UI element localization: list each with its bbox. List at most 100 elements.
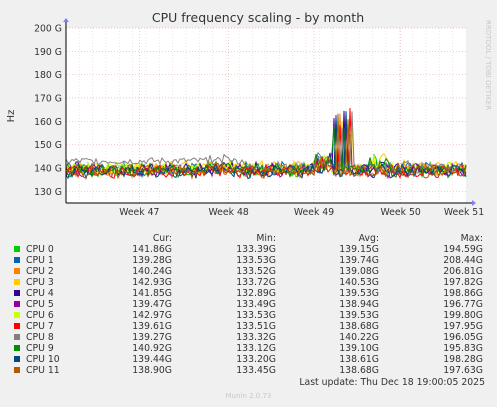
legend-row: CPU 8 139.27G 133.32G 140.22G 196.05G xyxy=(0,332,497,343)
legend-row: CPU 10 139.44G 133.20G 138.61G 198.28G xyxy=(0,354,497,365)
legend-cur-value: 142.93G xyxy=(132,277,172,288)
legend-header-cur: Cur: xyxy=(152,233,172,244)
legend-max-value: 194.59G xyxy=(443,244,483,255)
chart-title: CPU frequency scaling - by month xyxy=(152,10,364,25)
legend-min-value: 133.12G xyxy=(236,343,276,354)
legend-series-name: CPU 9 xyxy=(26,343,54,354)
legend-min-value: 132.89G xyxy=(236,288,276,299)
legend-row: CPU 11 138.90G 133.45G 138.68G 197.63G xyxy=(0,365,497,376)
legend-max-value: 196.77G xyxy=(443,299,483,310)
legend-cur-value: 140.24G xyxy=(132,266,172,277)
legend-row: CPU 3 142.93G 133.72G 140.53G 197.82G xyxy=(0,277,497,288)
legend-max-value: 198.28G xyxy=(443,354,483,365)
legend-row: CPU 5 139.47G 133.49G 138.94G 196.77G xyxy=(0,299,497,310)
legend-min-value: 133.53G xyxy=(236,255,276,266)
x-tick-label: Week 49 xyxy=(294,207,334,218)
legend-avg-value: 138.68G xyxy=(339,365,379,376)
legend-max-value: 206.81G xyxy=(443,266,483,277)
legend-swatch xyxy=(14,268,20,274)
legend-series-name: CPU 5 xyxy=(26,299,54,310)
legend-series-name: CPU 6 xyxy=(26,310,54,321)
legend-series-name: CPU 0 xyxy=(26,244,54,255)
series-lines xyxy=(65,108,467,181)
legend-cur-value: 139.61G xyxy=(132,321,172,332)
legend-swatch xyxy=(14,356,20,362)
legend-min-value: 133.20G xyxy=(236,354,276,365)
legend-series-name: CPU 10 xyxy=(26,354,60,365)
legend-swatch xyxy=(14,334,20,340)
legend-swatch xyxy=(14,323,20,329)
legend-series-name: CPU 7 xyxy=(26,321,54,332)
legend-avg-value: 139.10G xyxy=(339,343,379,354)
legend-cur-value: 142.97G xyxy=(132,310,172,321)
legend-min-value: 133.32G xyxy=(236,332,276,343)
legend-cur-value: 141.85G xyxy=(132,288,172,299)
x-axis-arrow-icon xyxy=(472,200,476,206)
legend-avg-value: 138.94G xyxy=(339,299,379,310)
legend-avg-value: 140.53G xyxy=(339,277,379,288)
legend-series-name: CPU 4 xyxy=(26,288,54,299)
legend-swatch xyxy=(14,246,20,252)
legend-swatch xyxy=(14,279,20,285)
legend-min-value: 133.45G xyxy=(236,365,276,376)
y-axis-label: Hz xyxy=(6,110,17,123)
legend-header-max: Max: xyxy=(460,233,483,244)
y-tick-label: 130 G xyxy=(34,187,62,198)
legend-max-value: 195.83G xyxy=(443,343,483,354)
legend-cur-value: 140.92G xyxy=(132,343,172,354)
legend-swatch xyxy=(14,367,20,373)
y-tick-label: 200 G xyxy=(34,24,62,35)
legend-swatch xyxy=(14,312,20,318)
legend-max-value: 196.05G xyxy=(443,332,483,343)
legend-max-value: 198.86G xyxy=(443,288,483,299)
y-tick-label: 140 G xyxy=(34,164,62,175)
legend-row: CPU 0 141.86G 133.39G 139.15G 194.59G xyxy=(0,244,497,255)
legend-avg-value: 139.74G xyxy=(339,255,379,266)
y-tick-label: 190 G xyxy=(34,47,62,58)
legend-avg-value: 138.68G xyxy=(339,321,379,332)
legend-avg-value: 140.22G xyxy=(339,332,379,343)
series-line xyxy=(65,111,467,181)
legend-max-value: 199.80G xyxy=(443,310,483,321)
legend-series-name: CPU 8 xyxy=(26,332,54,343)
legend-min-value: 133.53G xyxy=(236,310,276,321)
legend-series-name: CPU 1 xyxy=(26,255,54,266)
legend-avg-value: 139.53G xyxy=(339,288,379,299)
x-tick-label: Week 50 xyxy=(381,207,421,218)
series-line xyxy=(65,113,467,180)
x-tick-label: Week 48 xyxy=(209,207,249,218)
y-tick-label: 150 G xyxy=(34,140,62,151)
legend-cur-value: 141.86G xyxy=(132,244,172,255)
legend-min-value: 133.72G xyxy=(236,277,276,288)
y-tick-label: 170 G xyxy=(34,94,62,105)
legend-row: CPU 7 139.61G 133.51G 138.68G 197.95G xyxy=(0,321,497,332)
legend-max-value: 208.44G xyxy=(443,255,483,266)
legend-series-name: CPU 2 xyxy=(26,266,54,277)
legend-swatch xyxy=(14,301,20,307)
legend-cur-value: 138.90G xyxy=(132,365,172,376)
legend-min-value: 133.51G xyxy=(236,321,276,332)
legend-row: CPU 9 140.92G 133.12G 139.10G 195.83G xyxy=(0,343,497,354)
legend-series-name: CPU 3 xyxy=(26,277,54,288)
legend-header-avg: Avg: xyxy=(358,233,379,244)
legend-row: CPU 2 140.24G 133.52G 139.08G 206.81G xyxy=(0,266,497,277)
rrdtool-side-label: RRDTOOL / TOBI OETIKER xyxy=(484,20,492,110)
legend-row: CPU 4 141.85G 132.89G 139.53G 198.86G xyxy=(0,288,497,299)
legend-min-value: 133.52G xyxy=(236,266,276,277)
legend-swatch xyxy=(14,345,20,351)
series-line xyxy=(65,108,467,179)
legend-max-value: 197.63G xyxy=(443,365,483,376)
y-tick-labels: 130 G 140 G 150 G 160 G 170 G 180 G 190 G 200 G xyxy=(34,24,62,198)
legend-cur-value: 139.28G xyxy=(132,255,172,266)
legend-header-min: Min: xyxy=(256,233,276,244)
last-update: Last update: Thu Dec 18 19:00:05 2025 xyxy=(299,377,485,388)
legend-avg-value: 139.15G xyxy=(339,244,379,255)
legend-min-value: 133.49G xyxy=(236,299,276,310)
legend-avg-value: 139.08G xyxy=(339,266,379,277)
legend-cur-value: 139.27G xyxy=(132,332,172,343)
y-tick-label: 160 G xyxy=(34,117,62,128)
munin-version: Munin 2.0.73 xyxy=(225,392,272,400)
legend-swatch xyxy=(14,290,20,296)
legend-max-value: 197.95G xyxy=(443,321,483,332)
x-tick-labels: Week 47 Week 48 Week 49 Week 50 Week 51 xyxy=(119,207,484,218)
